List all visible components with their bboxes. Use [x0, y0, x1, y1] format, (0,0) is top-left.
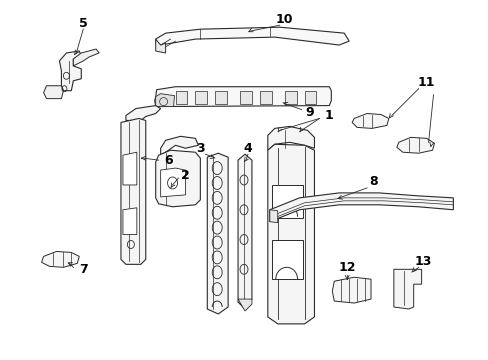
Text: 3: 3 — [196, 142, 204, 155]
Polygon shape — [393, 269, 421, 309]
Polygon shape — [175, 91, 187, 104]
Polygon shape — [267, 126, 314, 150]
Polygon shape — [161, 136, 198, 155]
Polygon shape — [269, 193, 452, 222]
Text: 11: 11 — [417, 76, 434, 89]
Text: 8: 8 — [369, 175, 378, 189]
Polygon shape — [41, 251, 79, 267]
Polygon shape — [126, 105, 161, 121]
Polygon shape — [259, 91, 271, 104]
Text: 6: 6 — [164, 154, 173, 167]
Polygon shape — [207, 153, 228, 314]
Text: 1: 1 — [325, 109, 333, 122]
Text: 4: 4 — [243, 142, 252, 155]
Polygon shape — [240, 91, 251, 104]
Polygon shape — [73, 49, 99, 66]
Polygon shape — [155, 150, 200, 207]
Polygon shape — [271, 185, 302, 218]
Polygon shape — [121, 118, 145, 264]
Polygon shape — [215, 91, 226, 104]
Polygon shape — [195, 91, 207, 104]
Polygon shape — [122, 152, 137, 185]
Polygon shape — [161, 168, 185, 197]
Text: 10: 10 — [275, 13, 293, 26]
Polygon shape — [267, 144, 314, 324]
Text: 2: 2 — [181, 168, 189, 181]
Polygon shape — [155, 27, 348, 45]
Polygon shape — [238, 154, 251, 309]
Text: 7: 7 — [79, 263, 87, 276]
Text: 13: 13 — [414, 255, 431, 268]
Text: 12: 12 — [338, 261, 355, 274]
Text: 9: 9 — [305, 106, 313, 119]
Polygon shape — [238, 299, 251, 311]
Polygon shape — [351, 113, 388, 129]
Polygon shape — [155, 39, 165, 53]
Polygon shape — [271, 239, 302, 279]
Polygon shape — [284, 91, 296, 104]
Polygon shape — [60, 51, 81, 91]
Polygon shape — [155, 94, 174, 107]
Polygon shape — [122, 208, 137, 235]
Text: 5: 5 — [79, 17, 87, 30]
Polygon shape — [43, 86, 63, 99]
Polygon shape — [269, 210, 277, 223]
Polygon shape — [154, 87, 331, 107]
Polygon shape — [332, 277, 370, 303]
Polygon shape — [396, 137, 434, 153]
Polygon shape — [304, 91, 316, 104]
